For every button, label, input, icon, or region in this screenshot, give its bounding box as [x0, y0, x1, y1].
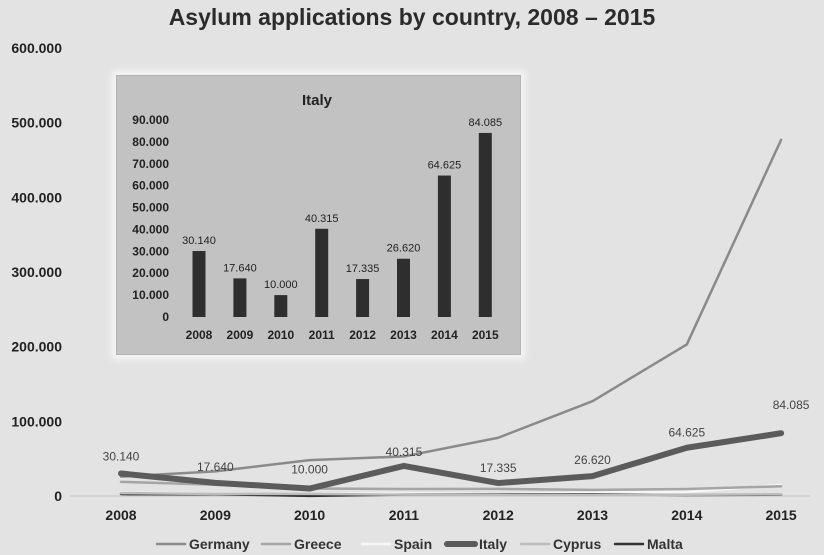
x-tick-label: 2010: [294, 507, 325, 523]
legend-item-spain: Spain: [360, 536, 432, 552]
inset-y-tick-label: 60.000: [132, 179, 169, 193]
inset-bar: [315, 228, 329, 317]
y-tick-label: 0: [54, 488, 62, 504]
inset-data-label: 40.315: [305, 213, 339, 225]
y-tick-label: 300.000: [11, 264, 62, 280]
inset-bar: [233, 278, 247, 317]
y-tick-label: 100.000: [11, 413, 62, 429]
italy-data-label: 30.140: [103, 449, 140, 463]
inset-y-tick-label: 50.000: [132, 201, 169, 215]
legend-item-malta: Malta: [613, 536, 683, 552]
inset-y-tick-label: 90.000: [132, 113, 169, 127]
inset-data-label: 17.640: [223, 262, 257, 274]
x-tick-label: 2008: [105, 507, 136, 523]
inset-y-tick-label: 20.000: [132, 266, 169, 280]
inset-x-tick-label: 2011: [309, 328, 335, 342]
legend-label-malta: Malta: [647, 536, 683, 552]
inset-data-label: 64.625: [428, 160, 462, 172]
inset-x-tick-label: 2013: [390, 328, 417, 342]
inset-x-tick-label: 2008: [186, 328, 213, 342]
inset-x-tick-label: 2009: [227, 328, 254, 342]
x-tick-label: 2015: [766, 507, 797, 523]
inset-y-tick-label: 30.000: [132, 244, 169, 258]
italy-data-label: 84.085: [773, 398, 810, 412]
x-tick-label: 2009: [200, 507, 231, 523]
italy-data-label: 40.315: [386, 445, 423, 459]
chart-title: Asylum applications by country, 2008 – 2…: [168, 4, 656, 30]
inset-data-label: 84.085: [468, 117, 502, 129]
legend-label-italy: Italy: [479, 536, 507, 552]
series-line-italy: [118, 430, 785, 492]
legend-item-cyprus: Cyprus: [519, 536, 601, 552]
inset-data-label: 10.000: [264, 279, 298, 291]
x-tick-label: 2014: [671, 507, 702, 523]
inset-bar: [437, 175, 451, 317]
italy-data-label: 26.620: [574, 453, 611, 467]
series-line-cyprus: [119, 491, 783, 497]
inset-y-tick-label: 80.000: [132, 135, 169, 149]
legend-item-germany: Germany: [155, 536, 250, 552]
x-tick-label: 2012: [483, 507, 514, 523]
inset-x-tick-label: 2012: [349, 328, 376, 342]
inset-y-tick-label: 70.000: [132, 157, 169, 171]
italy-data-label: 17.335: [480, 461, 517, 475]
y-tick-label: 400.000: [11, 189, 62, 205]
inset-x-tick-label: 2015: [472, 328, 499, 342]
inset-y-tick-label: 10.000: [132, 288, 169, 302]
inset-x-tick-label: 2010: [267, 328, 294, 342]
italy-data-label: 64.625: [668, 426, 705, 440]
legend-label-germany: Germany: [189, 536, 250, 552]
inset-title: Italy: [302, 92, 333, 109]
y-tick-label: 200.000: [11, 339, 62, 355]
italy-bar-chart: Italy 0 10.000 20.000 30.000 40.000 50.000 60.0…: [132, 92, 502, 342]
inset-data-label: 30.140: [182, 235, 216, 247]
italy-data-label: 17.640: [197, 460, 234, 474]
y-tick-label: 600.000: [11, 40, 62, 56]
inset-bar: [356, 279, 370, 317]
x-tick-label: 2011: [389, 507, 420, 523]
inset-data-label: 26.620: [387, 243, 421, 255]
y-tick-label: 500.000: [11, 115, 62, 131]
italy-inset-chart: Italy 0 10.000 20.000 30.000 40.000 50.000 60.0…: [116, 75, 521, 355]
legend-label-cyprus: Cyprus: [553, 536, 601, 552]
inset-y-tick-label: 0: [162, 310, 169, 324]
inset-data-label: 17.335: [346, 263, 380, 275]
legend-label-greece: Greece: [294, 536, 342, 552]
series-line-germany: [119, 138, 783, 478]
inset-x-tick-label: 2014: [431, 328, 458, 342]
italy-data-label: 10.000: [291, 463, 328, 477]
legend-label-spain: Spain: [394, 536, 432, 552]
x-tick-label: 2013: [577, 507, 608, 523]
inset-y-tick-label: 40.000: [132, 222, 169, 236]
legend-item-italy: Italy: [444, 536, 507, 552]
inset-bar: [478, 132, 492, 317]
legend-item-greece: Greece: [260, 536, 342, 552]
inset-bar: [192, 251, 206, 317]
inset-bar: [274, 295, 288, 317]
inset-bar: [397, 258, 410, 317]
